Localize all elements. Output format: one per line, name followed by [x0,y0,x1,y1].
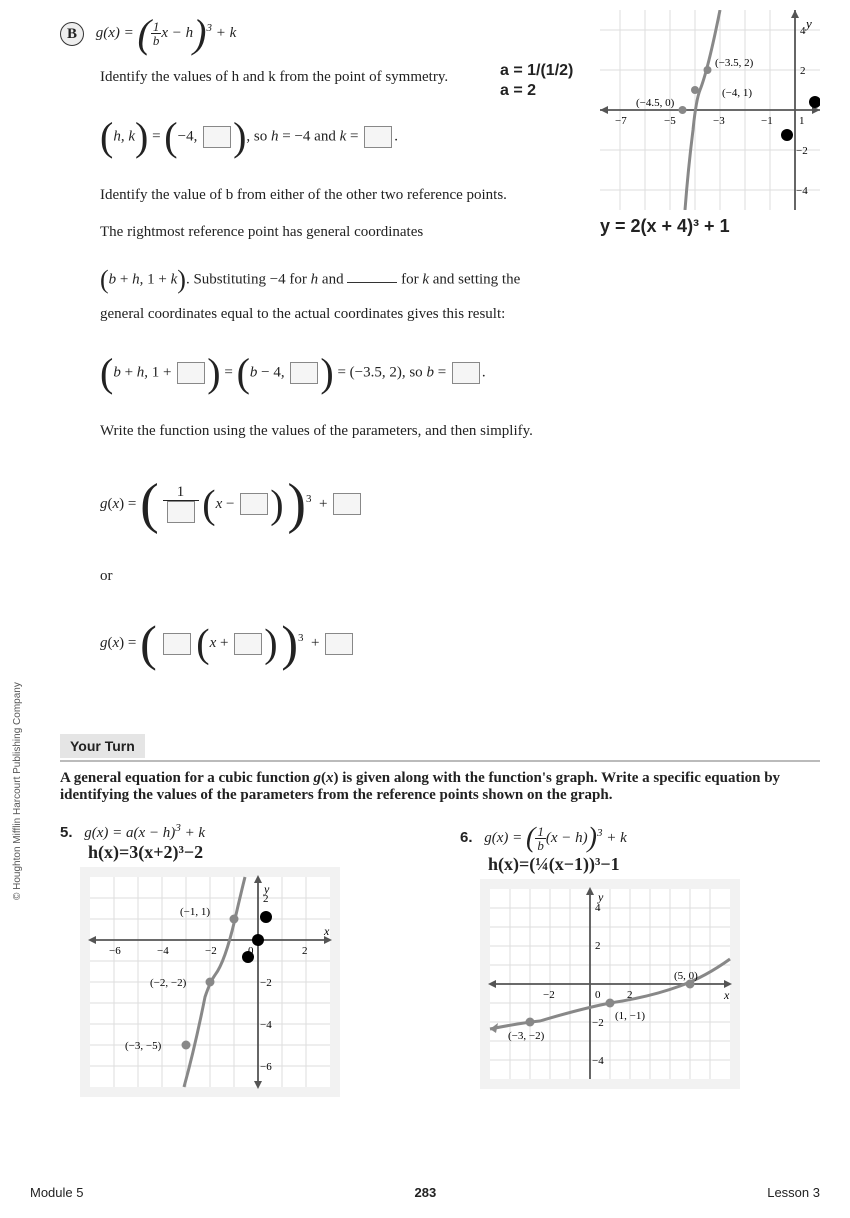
blank-box[interactable] [203,126,231,148]
svg-text:(−3, −2): (−3, −2) [508,1030,545,1042]
blank-box[interactable] [163,633,191,655]
gx-form1: g(x) = ( 1 (x − ) )3 + [100,457,820,552]
svg-text:−2: −2 [205,945,217,957]
p6-hand: h(x)=(¼(x−1))³−1 [488,854,820,875]
svg-text:(−4, 1): (−4, 1) [722,87,752,99]
svg-text:x: x [323,924,330,938]
your-turn-heading: Your Turn [60,734,145,758]
svg-text:−5: −5 [664,115,676,127]
line5: Write the function using the values of t… [100,419,820,445]
svg-text:−1: −1 [761,115,773,127]
copyright-text: © Houghton Mifflin Harcourt Publishing C… [12,682,23,900]
svg-text:1: 1 [799,115,805,127]
svg-text:(−1, 1): (−1, 1) [180,906,210,918]
svg-text:x: x [723,988,730,1002]
svg-text:−2: −2 [592,1017,604,1029]
graph-top-container: y x −7 −5 −3 −1 1 4 2 −2 −4 [600,10,820,237]
gx-form2: g(x) = ( (x + ) )3 + [100,601,820,686]
svg-text:−4: −4 [592,1055,604,1067]
svg-text:−2: −2 [543,989,555,1001]
problem-6: 6. g(x) = (1b(x − h))3 + k h(x)=(¼(x−1))… [460,822,820,1097]
svg-text:2: 2 [302,945,308,957]
graph-6: y x −2 0 2 4 2 −2 −4 (5, 0) (1, −1) [480,879,740,1089]
footer-left: Module 5 [30,1185,83,1200]
blank-box[interactable] [290,362,318,384]
svg-text:(−3, −5): (−3, −5) [125,1040,162,1052]
svg-text:(5, 0): (5, 0) [674,970,698,982]
blank-box[interactable] [177,362,205,384]
svg-text:4: 4 [800,25,806,37]
annot-a1: a = 1/(1/2) [500,62,573,80]
your-turn-intro: A general equation for a cubic function … [60,770,820,804]
p5-eq: g(x) = a(x − h)3 + k [84,825,205,841]
svg-text:2: 2 [595,940,601,952]
svg-text:−2: −2 [260,977,272,989]
svg-text:2: 2 [263,893,269,905]
svg-text:−7: −7 [615,115,627,127]
svg-text:−6: −6 [260,1061,272,1073]
page-footer: Module 5 283 Lesson 3 [30,1185,820,1200]
svg-text:0: 0 [595,989,601,1001]
svg-text:−4: −4 [157,945,169,957]
svg-text:−6: −6 [109,945,121,957]
blank-box[interactable] [325,633,353,655]
annot-eq: y = 2(x + 4)³ + 1 [600,216,820,237]
badge-b: B [60,22,84,46]
footer-page: 283 [415,1185,437,1200]
eq-b: g(x) = (1bx − h)3 + k [96,25,237,41]
graph-5: y x −6 −4 −2 2 0 2 −2 −4 −6 [80,867,340,1097]
line4: (b + h, 1 + k). Substituting −4 for h an… [100,258,820,328]
blank-box[interactable] [240,493,268,515]
p5-hand: h(x)=3(x+2)³−2 [88,842,420,863]
or-text: or [100,564,820,590]
blank-box[interactable] [167,501,195,523]
annot-a2: a = 2 [500,82,536,100]
problem-5: 5. g(x) = a(x − h)3 + k h(x)=3(x+2)³−2 [60,822,420,1097]
svg-text:−4: −4 [260,1019,272,1031]
svg-text:−4: −4 [796,185,808,197]
blank-line[interactable] [347,282,397,283]
blank-box[interactable] [234,633,262,655]
eq-substitution: (b + h, 1 + ) = (b − 4, ) = (−3.5, 2), s… [100,339,820,407]
svg-text:−2: −2 [796,145,808,157]
svg-text:2: 2 [800,65,806,77]
svg-text:(−4.5, 0): (−4.5, 0) [636,97,675,109]
blank-box[interactable] [364,126,392,148]
svg-text:−3: −3 [713,115,725,127]
blank-box[interactable] [452,362,480,384]
footer-right: Lesson 3 [767,1185,820,1200]
svg-text:(1, −1): (1, −1) [615,1010,645,1022]
p6-eq: g(x) = (1b(x − h))3 + k [484,830,627,846]
svg-text:4: 4 [595,902,601,914]
blank-box[interactable] [333,493,361,515]
graph-b-svg: y x −7 −5 −3 −1 1 4 2 −2 −4 [600,10,820,210]
svg-text:(−3.5, 2): (−3.5, 2) [715,57,754,69]
svg-text:(−2, −2): (−2, −2) [150,977,187,989]
